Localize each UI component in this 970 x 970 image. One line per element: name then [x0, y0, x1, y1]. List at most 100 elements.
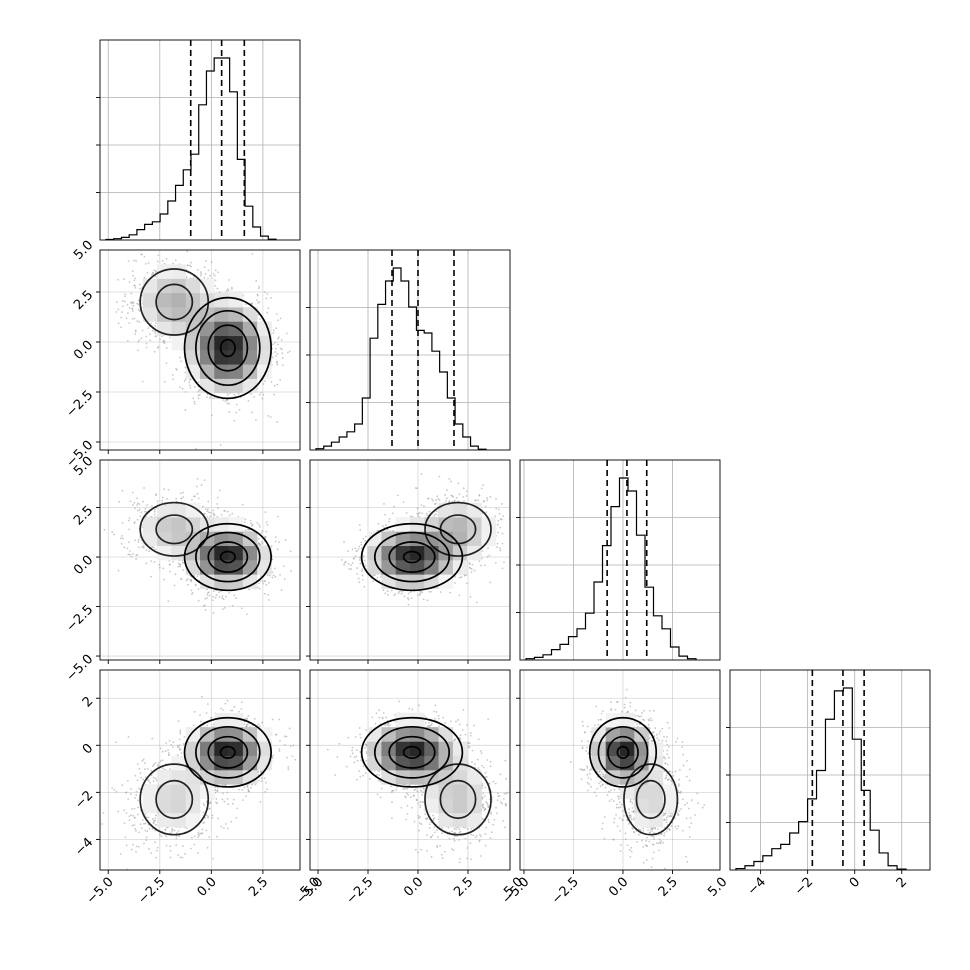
sample-point [190, 580, 193, 583]
sample-point [250, 522, 253, 525]
sample-point [153, 548, 156, 551]
contour-line [139, 501, 210, 557]
sample-point [268, 574, 271, 577]
sample-point [145, 335, 148, 338]
density-cell [157, 517, 172, 532]
sample-point [131, 504, 134, 506]
sample-point [144, 262, 147, 265]
sample-point [220, 513, 223, 516]
sample-point [153, 330, 156, 333]
sample-point [228, 402, 230, 405]
sample-point [212, 595, 214, 598]
sample-point [179, 563, 182, 566]
sample-point [158, 566, 161, 569]
sample-point [172, 378, 175, 381]
sample-point [154, 335, 157, 338]
sample-point [273, 567, 276, 570]
sample-point [127, 260, 130, 263]
panel-frame [309, 249, 511, 451]
sample-point [211, 397, 214, 400]
panel-frame [99, 249, 301, 451]
sample-point [276, 352, 279, 355]
sample-point [138, 339, 141, 342]
sample-point [218, 291, 221, 294]
sample-point [132, 275, 135, 277]
sample-point [113, 533, 115, 536]
sample-point [180, 577, 183, 580]
sample-point [273, 384, 276, 387]
hist-panel-p3 [726, 669, 931, 871]
density-cell [214, 378, 229, 394]
sample-point [139, 515, 142, 518]
sample-point [258, 582, 260, 585]
sample-point [185, 579, 188, 582]
sample-point [274, 347, 277, 350]
sample-point [199, 274, 202, 277]
sample-point [259, 318, 261, 320]
sample-point [197, 397, 200, 400]
density-cell [214, 350, 229, 365]
contour-line [155, 514, 194, 545]
sample-point [174, 259, 177, 262]
sample-point [376, 530, 379, 532]
sample-point [131, 307, 133, 310]
sample-point [177, 565, 180, 568]
sample-point [278, 541, 280, 543]
density-cell [171, 278, 187, 294]
sample-point [150, 273, 153, 276]
sample-point [244, 529, 247, 532]
sample-point [198, 393, 201, 396]
sample-point [450, 480, 452, 483]
sample-point [196, 477, 199, 480]
density-cell [200, 364, 215, 379]
sample-point [398, 590, 401, 593]
sample-point [121, 300, 124, 302]
sample-point [263, 580, 266, 583]
sample-point [266, 293, 269, 295]
sample-point [117, 278, 120, 281]
sample-point [142, 546, 145, 549]
sample-point [225, 595, 227, 598]
sample-point [132, 302, 135, 304]
sample-point [262, 393, 265, 396]
sample-point [141, 329, 144, 332]
sample-point [161, 259, 164, 262]
density-cell [228, 350, 244, 365]
sample-point [133, 521, 136, 523]
sample-point [120, 326, 122, 329]
sample-point [131, 491, 134, 494]
sample-point [127, 553, 130, 556]
density-cell [142, 531, 158, 547]
sample-point [261, 580, 264, 583]
sample-point [130, 555, 133, 558]
sample-point [201, 505, 204, 508]
sample-point [161, 499, 164, 502]
sample-point [204, 597, 207, 600]
sample-point [121, 537, 124, 540]
scatter-panel-p1-p2 [306, 459, 511, 664]
sample-point [264, 291, 266, 294]
sample-point [280, 339, 283, 342]
sample-point [181, 387, 184, 390]
sample-point [192, 397, 195, 400]
sample-point [206, 593, 209, 596]
sample-point [163, 488, 166, 491]
sample-point [130, 302, 133, 305]
sample-point [186, 577, 189, 580]
sample-point [140, 253, 143, 256]
sample-point [271, 576, 274, 579]
sample-point [154, 275, 157, 278]
sample-point [186, 243, 188, 245]
sample-point [194, 583, 197, 586]
panel-content [310, 460, 510, 660]
sample-point [134, 333, 137, 335]
sample-point [154, 325, 157, 327]
sample-point [214, 285, 217, 287]
sample-point [117, 322, 120, 325]
sample-point [163, 380, 166, 383]
sample-point [133, 279, 136, 282]
sample-point [153, 510, 156, 513]
sample-point [209, 274, 212, 277]
sample-point [117, 308, 120, 311]
sample-point [221, 608, 224, 611]
